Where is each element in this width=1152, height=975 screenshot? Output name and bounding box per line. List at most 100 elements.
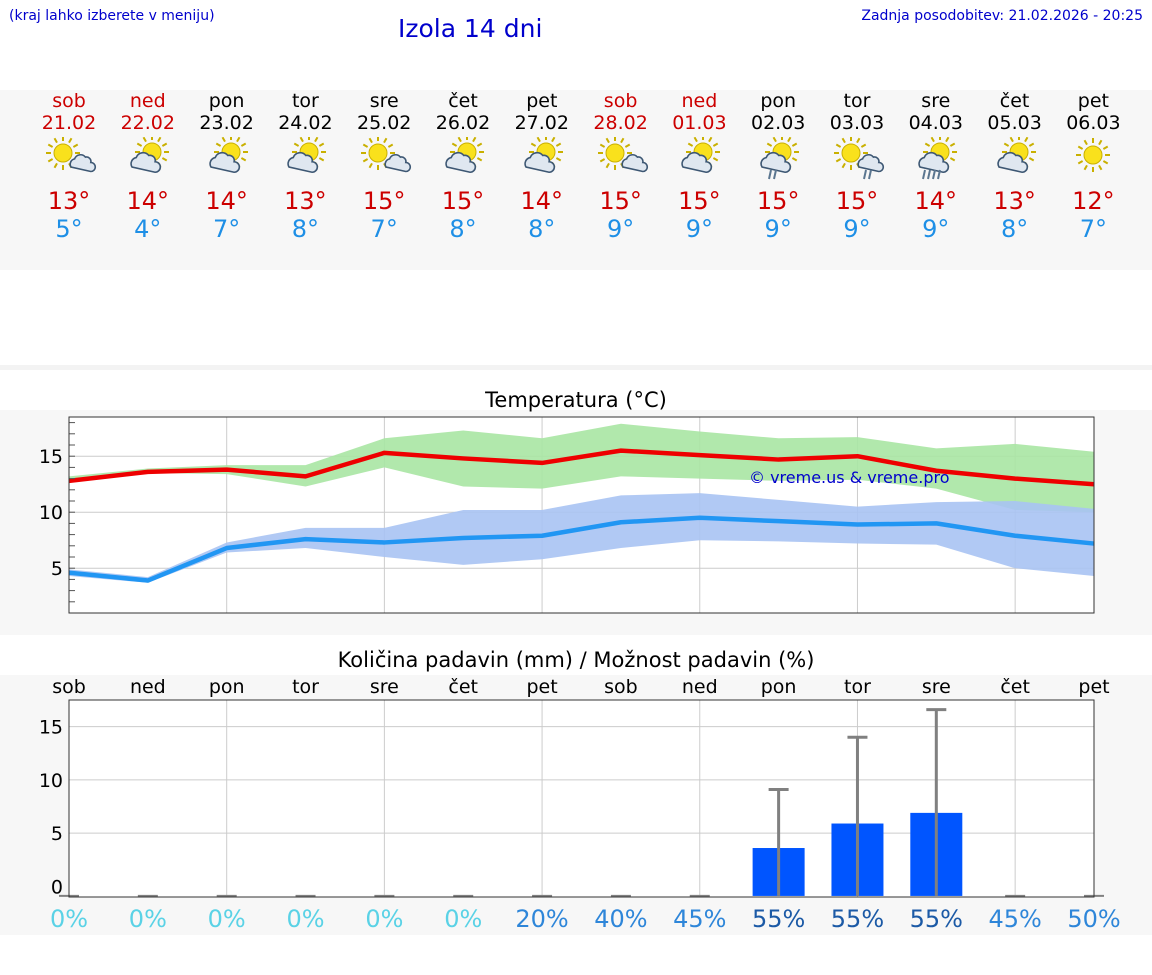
x-category-label: pon	[761, 676, 797, 698]
temp-max: 13°	[993, 187, 1036, 215]
precip-probability: 0%	[208, 905, 246, 933]
temp-min: 5°	[55, 215, 83, 243]
y-tick-label: 0	[51, 876, 63, 898]
x-category-label: pet	[1078, 676, 1109, 698]
day-name: pet	[526, 90, 558, 112]
y-tick-label: 10	[39, 502, 63, 524]
cloud-sun-icon	[208, 137, 248, 174]
y-tick-label: 15	[39, 717, 63, 739]
day-date: 26.02	[435, 112, 491, 134]
cloud-sun-icon	[445, 137, 484, 174]
temp-max: 15°	[441, 187, 485, 215]
day-column: sob 21.02 13° 5°	[29, 90, 109, 243]
sun-cloud-icon	[46, 137, 97, 173]
temp-max: 13°	[284, 187, 327, 215]
precip-probability: 45%	[988, 905, 1041, 933]
day-date: 05.03	[987, 112, 1042, 134]
temp-min: 9°	[685, 215, 714, 243]
temp-min: 7°	[1079, 215, 1108, 243]
forecast-strip-bg	[0, 90, 1152, 270]
day-column: sre 25.02 15° 7°	[344, 90, 424, 243]
sun-cloud-light-rain-icon	[834, 137, 885, 180]
temp-max: 12°	[1072, 187, 1115, 215]
cloud-sun-icon	[130, 137, 169, 174]
cloud-sun-icon	[681, 137, 721, 174]
page-title: Izola 14 dni	[398, 14, 543, 43]
day-column: tor 24.02 13° 8°	[265, 90, 345, 243]
day-name: tor	[843, 90, 871, 112]
day-column: sob 28.02 15° 9°	[581, 90, 661, 243]
day-name: sre	[921, 90, 951, 112]
day-column: pon 02.03 15° 9°	[738, 90, 818, 243]
cloud-sun-icon	[996, 137, 1036, 174]
last-update: Zadnja posodobitev: 21.02.2026 - 20:25	[861, 8, 1143, 24]
day-column: ned 22.02 14° 4°	[108, 90, 188, 243]
x-category-label: pet	[526, 676, 557, 698]
cloud-sun-icon	[287, 137, 327, 174]
day-name: tor	[291, 90, 319, 112]
day-date: 22.02	[120, 112, 175, 134]
x-category-label: sre	[922, 676, 951, 698]
day-date: 25.02	[356, 112, 412, 134]
watermark: © vreme.us & vreme.pro	[749, 468, 950, 487]
sun-cloud-icon	[361, 137, 412, 173]
x-category-label: čet	[1000, 676, 1030, 698]
cloud-sun-light-rain-icon	[760, 137, 800, 180]
day-date: 27.02	[514, 112, 569, 134]
temp-min: 9°	[606, 215, 635, 243]
location-hint: (kraj lahko izberete v meniju)	[9, 8, 215, 24]
day-column: tor 03.03 15° 9°	[817, 90, 897, 243]
temp-min: 9°	[922, 215, 950, 243]
temp-max: 15°	[599, 187, 642, 215]
day-date: 02.03	[750, 112, 806, 134]
day-date: 01.03	[672, 112, 727, 134]
section-divider	[0, 365, 1152, 370]
precipitation-chart: sob ned pon tor sre čet pet sob ned pon tor sre čet p…	[39, 676, 1121, 933]
x-category-label: ned	[682, 676, 718, 698]
day-name: čet	[448, 90, 478, 112]
temp-max: 15°	[835, 187, 879, 215]
temp-max: 15°	[678, 187, 721, 215]
precip-probability: 0%	[129, 905, 167, 933]
precip-probability: 0%	[365, 905, 403, 933]
precip-probability: 20%	[515, 905, 568, 933]
precip-probability: 55%	[831, 905, 884, 933]
temp-max: 15°	[756, 187, 800, 215]
day-column: pon 23.02 14° 7°	[187, 90, 267, 243]
temp-min: 8°	[449, 215, 477, 243]
day-name: ned	[129, 90, 166, 112]
day-column: čet 26.02 15° 8°	[423, 90, 503, 243]
y-tick-label: 5	[51, 823, 63, 845]
x-category-label: ned	[130, 676, 166, 698]
temp-min: 7°	[370, 215, 398, 243]
precip-probability: 0%	[444, 905, 482, 933]
x-category-label: pon	[209, 676, 245, 698]
temp-min: 9°	[764, 215, 792, 243]
x-category-label: čet	[448, 676, 478, 698]
plot-frame	[68, 416, 1095, 614]
y-tick-label: 10	[39, 770, 63, 792]
day-column: sre 04.03 14° 9°	[896, 90, 976, 243]
day-name: sob	[603, 90, 638, 112]
day-name: pon	[760, 90, 797, 112]
precip-probability: 0%	[286, 905, 324, 933]
temp-min: 9°	[843, 215, 871, 243]
sun-icon	[1076, 138, 1111, 172]
precip-probability: 40%	[594, 905, 647, 933]
temperature-chart: 15 10 5 © vreme.us & vreme.pro	[39, 416, 1095, 614]
day-column: pet 27.02 14° 8°	[502, 90, 582, 243]
sun-cloud-icon	[597, 137, 648, 173]
temp-min: 8°	[528, 215, 556, 243]
day-date: 24.02	[278, 112, 333, 134]
y-tick-label: 15	[39, 446, 63, 468]
precip-probability: 45%	[673, 905, 726, 933]
day-date: 04.03	[908, 112, 963, 134]
temp-max: 14°	[205, 187, 248, 215]
temp-min: 8°	[291, 215, 320, 243]
day-date: 23.02	[199, 112, 254, 134]
x-category-label: sre	[370, 676, 399, 698]
y-tick-label: 5	[51, 558, 63, 580]
day-column: čet 05.03 13° 8°	[975, 90, 1055, 243]
cloud-sun-icon	[524, 137, 563, 174]
max-temp-line	[68, 448, 1095, 487]
